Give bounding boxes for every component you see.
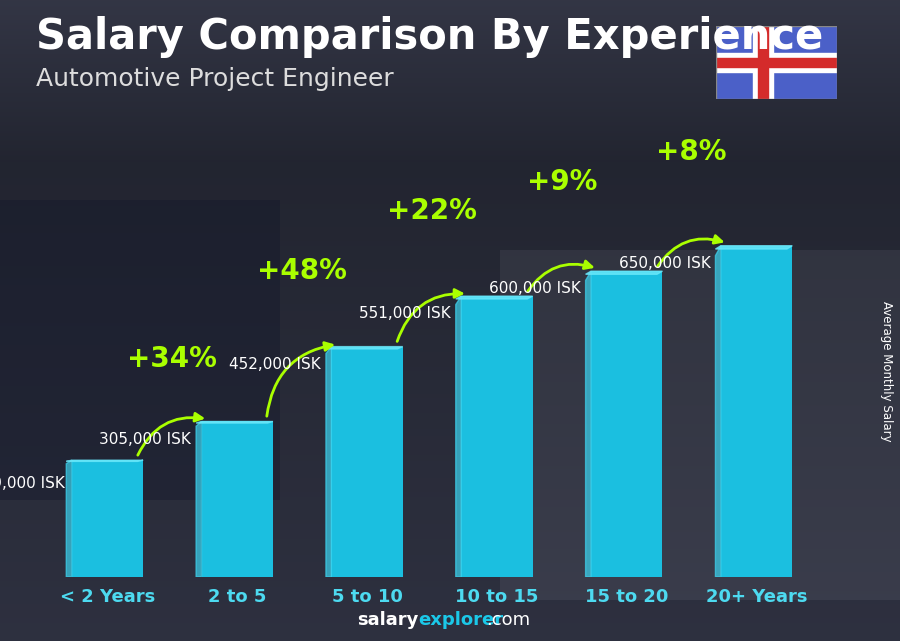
- Text: +48%: +48%: [257, 257, 347, 285]
- Polygon shape: [455, 296, 461, 577]
- Polygon shape: [455, 296, 533, 299]
- Polygon shape: [196, 422, 273, 423]
- Text: Average Monthly Salary: Average Monthly Salary: [880, 301, 893, 442]
- Text: salary: salary: [357, 612, 418, 629]
- Bar: [331, 347, 403, 577]
- Bar: [752, 26, 773, 99]
- Text: 650,000 ISK: 650,000 ISK: [618, 256, 710, 271]
- Polygon shape: [326, 347, 331, 577]
- Polygon shape: [67, 460, 72, 577]
- Text: 305,000 ISK: 305,000 ISK: [99, 431, 191, 447]
- Text: 551,000 ISK: 551,000 ISK: [359, 306, 451, 321]
- Bar: [202, 422, 273, 577]
- Bar: [716, 53, 837, 72]
- Bar: [758, 26, 768, 99]
- Text: +22%: +22%: [387, 197, 477, 225]
- Text: Salary Comparison By Experience: Salary Comparison By Experience: [36, 16, 824, 58]
- Bar: [716, 58, 837, 67]
- Text: 600,000 ISK: 600,000 ISK: [489, 281, 580, 296]
- Polygon shape: [67, 460, 143, 462]
- Text: +34%: +34%: [128, 345, 217, 373]
- Text: 229,000 ISK: 229,000 ISK: [0, 476, 65, 490]
- Text: +9%: +9%: [526, 168, 597, 196]
- Text: explorer: explorer: [418, 612, 504, 629]
- Polygon shape: [326, 347, 403, 349]
- Text: +8%: +8%: [656, 138, 727, 166]
- Polygon shape: [196, 422, 202, 577]
- Bar: [72, 460, 143, 577]
- Bar: [461, 296, 533, 577]
- Polygon shape: [716, 246, 792, 249]
- Text: 452,000 ISK: 452,000 ISK: [230, 357, 321, 372]
- Bar: [591, 271, 662, 577]
- Text: .com: .com: [486, 612, 530, 629]
- Polygon shape: [586, 271, 662, 274]
- Polygon shape: [716, 246, 721, 577]
- Text: Automotive Project Engineer: Automotive Project Engineer: [36, 67, 394, 91]
- Bar: [721, 246, 792, 577]
- Polygon shape: [586, 271, 591, 577]
